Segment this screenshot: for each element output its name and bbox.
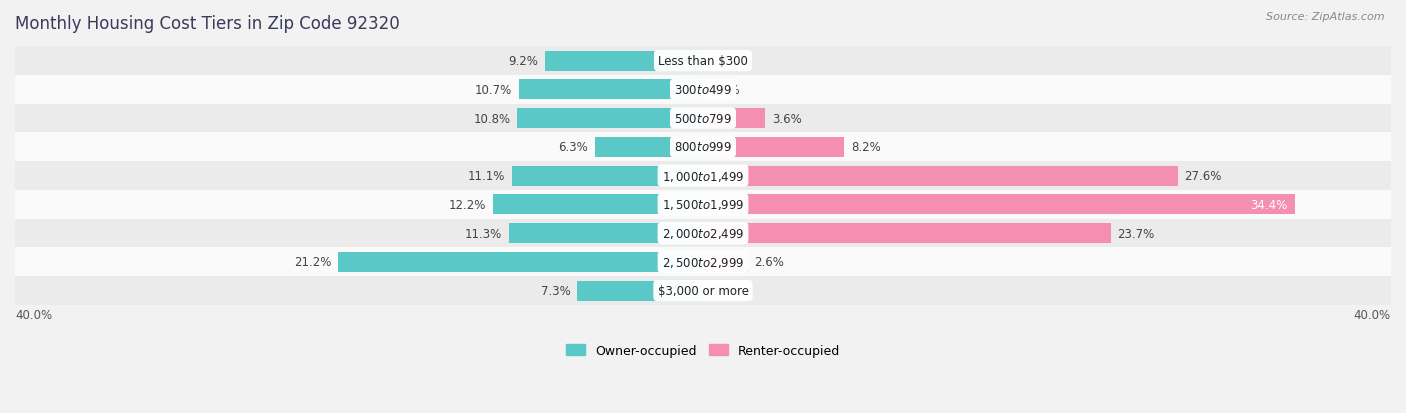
Text: $2,000 to $2,499: $2,000 to $2,499 [662,227,744,240]
Text: 0.0%: 0.0% [710,55,740,68]
Text: Source: ZipAtlas.com: Source: ZipAtlas.com [1267,12,1385,22]
Text: 27.6%: 27.6% [1185,170,1222,183]
Bar [517,109,703,129]
Text: 21.2%: 21.2% [294,256,332,269]
Text: 11.1%: 11.1% [468,170,505,183]
Bar [339,252,703,272]
Text: 23.7%: 23.7% [1118,227,1154,240]
Bar [703,166,1178,186]
Text: 10.8%: 10.8% [474,112,510,125]
Text: 12.2%: 12.2% [449,198,486,211]
Text: 9.2%: 9.2% [508,55,538,68]
Text: $800 to $999: $800 to $999 [673,141,733,154]
Bar [509,223,703,244]
Text: 0.0%: 0.0% [710,285,740,297]
Text: 34.4%: 34.4% [1250,198,1288,211]
Legend: Owner-occupied, Renter-occupied: Owner-occupied, Renter-occupied [561,339,845,362]
Text: 7.3%: 7.3% [541,285,571,297]
Bar [578,281,703,301]
Bar [15,219,1391,248]
Text: Monthly Housing Cost Tiers in Zip Code 92320: Monthly Housing Cost Tiers in Zip Code 9… [15,15,399,33]
Bar [544,51,703,71]
Bar [494,195,703,215]
Text: $500 to $799: $500 to $799 [673,112,733,125]
Bar [595,138,703,157]
Bar [703,109,765,129]
Bar [703,223,1111,244]
Bar [15,133,1391,162]
Text: 11.3%: 11.3% [464,227,502,240]
Bar [512,166,703,186]
Bar [15,104,1391,133]
Text: 6.3%: 6.3% [558,141,588,154]
Text: $3,000 or more: $3,000 or more [658,285,748,297]
Text: $1,500 to $1,999: $1,500 to $1,999 [662,198,744,212]
Text: $2,500 to $2,999: $2,500 to $2,999 [662,255,744,269]
Bar [703,195,1295,215]
Bar [15,277,1391,305]
Text: Less than $300: Less than $300 [658,55,748,68]
Text: 8.2%: 8.2% [851,141,880,154]
Text: $300 to $499: $300 to $499 [673,83,733,97]
Text: $1,000 to $1,499: $1,000 to $1,499 [662,169,744,183]
Bar [15,248,1391,277]
Bar [15,47,1391,76]
Bar [15,190,1391,219]
Bar [15,76,1391,104]
Bar [15,162,1391,190]
Text: 40.0%: 40.0% [1354,309,1391,322]
Text: 3.6%: 3.6% [772,112,801,125]
Bar [703,138,844,157]
Text: 10.7%: 10.7% [475,83,512,97]
Bar [703,252,748,272]
Bar [519,80,703,100]
Text: 2.6%: 2.6% [755,256,785,269]
Text: 0.0%: 0.0% [710,83,740,97]
Text: 40.0%: 40.0% [15,309,52,322]
